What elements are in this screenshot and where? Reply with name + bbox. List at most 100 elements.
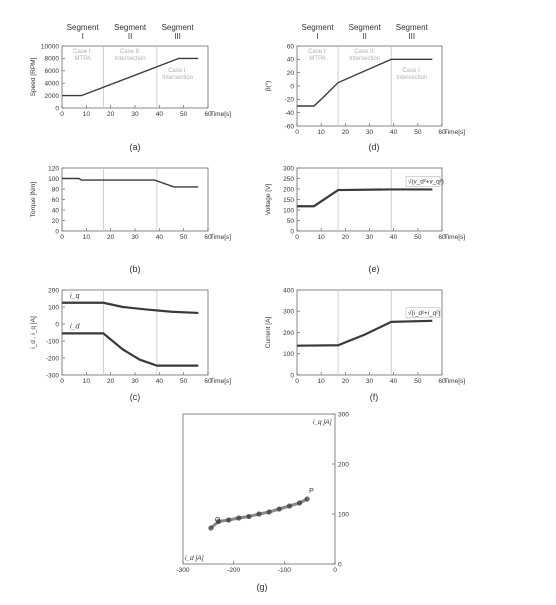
y-tick-label: 200 <box>48 287 59 294</box>
x-tick-label: 30 <box>366 234 374 241</box>
y-tick-label: -40 <box>285 110 295 117</box>
x-tick-label: 0 <box>333 567 337 574</box>
x-axis-label: i_d [A] <box>185 555 204 562</box>
subfigure-caption: (b) <box>130 264 141 274</box>
segment-case-detail: MTPA <box>75 56 91 62</box>
chart-e: 0 10 20 30 40 50 60 0 50 100 150 200 250 300 Time[s] Vo… <box>265 165 465 274</box>
x-tick-label: 10 <box>83 378 91 385</box>
y-tick-label: -200 <box>46 355 59 362</box>
y-tick-label: 100 <box>338 511 349 518</box>
x-tick-label: -100 <box>278 567 291 574</box>
x-tick-label: 10 <box>318 129 326 136</box>
x-tick-label: 50 <box>414 129 422 136</box>
x-tick-label: 30 <box>131 378 139 385</box>
y-tick-label: 100 <box>48 176 59 183</box>
segment-case: Case I: <box>73 49 92 55</box>
x-axis-label: Time[s] <box>444 234 465 241</box>
x-tick-label: 10 <box>318 378 326 385</box>
y-tick-label: 100 <box>48 304 59 311</box>
segment-case: Case I: <box>308 49 327 55</box>
annotation-box <box>405 307 441 319</box>
y-tick-label: 100 <box>283 207 294 214</box>
point-label-p: P <box>309 488 314 495</box>
y-axis-label: Current [A] <box>265 317 272 349</box>
x-axis-label: Time[s] <box>210 378 231 385</box>
x-tick-label: 40 <box>390 378 398 385</box>
y-tick-label: 0 <box>55 228 59 235</box>
y-tick-label: 20 <box>287 70 295 77</box>
subfigure-caption: (e) <box>369 264 380 274</box>
chart-g: -300 -200 -100 00 100 200 300 i_q [A] i_d [A] (g)… <box>176 411 349 592</box>
data-trace <box>209 497 308 530</box>
y-tick-label: 6000 <box>45 68 60 75</box>
annotation-text: √(v_d²+v_q²) <box>408 178 444 185</box>
x-axis-label: Time[s] <box>444 129 465 136</box>
y-axis-label: β(°) <box>264 81 272 92</box>
series-line <box>62 332 199 367</box>
segment-case-detail: Intersection <box>396 75 427 81</box>
y-tick-label: -60 <box>285 123 295 130</box>
chart-f: 0 10 20 30 40 50 60 0 100 200 300 400 Time[s] Current… <box>265 287 465 402</box>
series-label: i_d <box>70 323 80 330</box>
y-axis-label: Speed [RPM] <box>30 57 37 96</box>
x-tick-label: 20 <box>107 234 115 241</box>
y-tick-label: 150 <box>283 197 294 204</box>
x-tick-label: 10 <box>83 111 91 118</box>
x-tick-label: 20 <box>107 111 115 118</box>
x-tick-label: 30 <box>366 129 374 136</box>
y-tick-label: 8000 <box>45 56 60 63</box>
y-tick-label: 0 <box>290 372 294 379</box>
x-tick-label: -200 <box>227 567 240 574</box>
y-tick-label: 300 <box>338 411 349 418</box>
x-tick-label: 40 <box>156 234 164 241</box>
x-tick-label: 50 <box>180 234 188 241</box>
y-tick-label: 100 <box>283 351 294 358</box>
segment-roman: II <box>362 32 366 41</box>
y-tick-label: -300 <box>46 372 59 379</box>
segment-case: Case II: <box>354 49 375 55</box>
x-axis-label: Time[s] <box>444 378 465 385</box>
y-tick-label: 0 <box>55 321 59 328</box>
x-tick-label: 30 <box>131 111 139 118</box>
y-tick-label: 200 <box>283 330 294 337</box>
segment-title: Segment <box>162 23 195 32</box>
x-tick-label: 60 <box>204 111 212 118</box>
x-tick-label: 50 <box>180 378 188 385</box>
segment-roman: I <box>316 32 318 41</box>
x-tick-label: 40 <box>156 378 164 385</box>
x-tick-label: 60 <box>204 234 212 241</box>
chart-c: 0 10 20 30 40 50 60 -300 -200 -100 0 100 200 Time[s] i… <box>30 287 231 402</box>
subfigure-caption: (a) <box>130 142 141 152</box>
y-tick-label: 120 <box>48 165 59 172</box>
chart-b: 0 10 20 30 40 50 60 0 20 40 60 80 100 120 Time[s] Torqu… <box>30 165 231 274</box>
y-axis-label: i_q [A] <box>313 419 332 426</box>
x-tick-label: 0 <box>295 378 299 385</box>
x-tick-label: 30 <box>366 378 374 385</box>
x-tick-label: 20 <box>342 234 350 241</box>
x-tick-label: -300 <box>176 567 189 574</box>
y-tick-label: 40 <box>52 207 60 214</box>
x-tick-label: 40 <box>390 234 398 241</box>
y-tick-label: 0 <box>290 83 294 90</box>
subfigure-caption: (g) <box>257 582 268 592</box>
y-tick-label: 80 <box>52 186 60 193</box>
segment-roman: II <box>128 32 132 41</box>
segment-roman: III <box>174 32 181 41</box>
y-tick-label: 300 <box>283 309 294 316</box>
series-line <box>297 188 433 208</box>
x-tick-label: 40 <box>156 111 164 118</box>
x-tick-label: 40 <box>390 129 398 136</box>
plot-frame <box>61 167 209 232</box>
series-line <box>62 57 199 97</box>
x-tick-label: 50 <box>414 378 422 385</box>
annotation-box <box>405 176 441 187</box>
y-tick-label: 60 <box>52 197 60 204</box>
series-label: i_q <box>70 293 79 300</box>
y-tick-label: 400 <box>283 287 294 294</box>
y-tick-label: 40 <box>287 57 295 64</box>
segment-case: Case II: <box>120 49 141 55</box>
segment-roman: I <box>82 32 84 41</box>
y-tick-label: 200 <box>283 186 294 193</box>
annotation-text: √(i_d²+i_q²) <box>408 310 440 317</box>
